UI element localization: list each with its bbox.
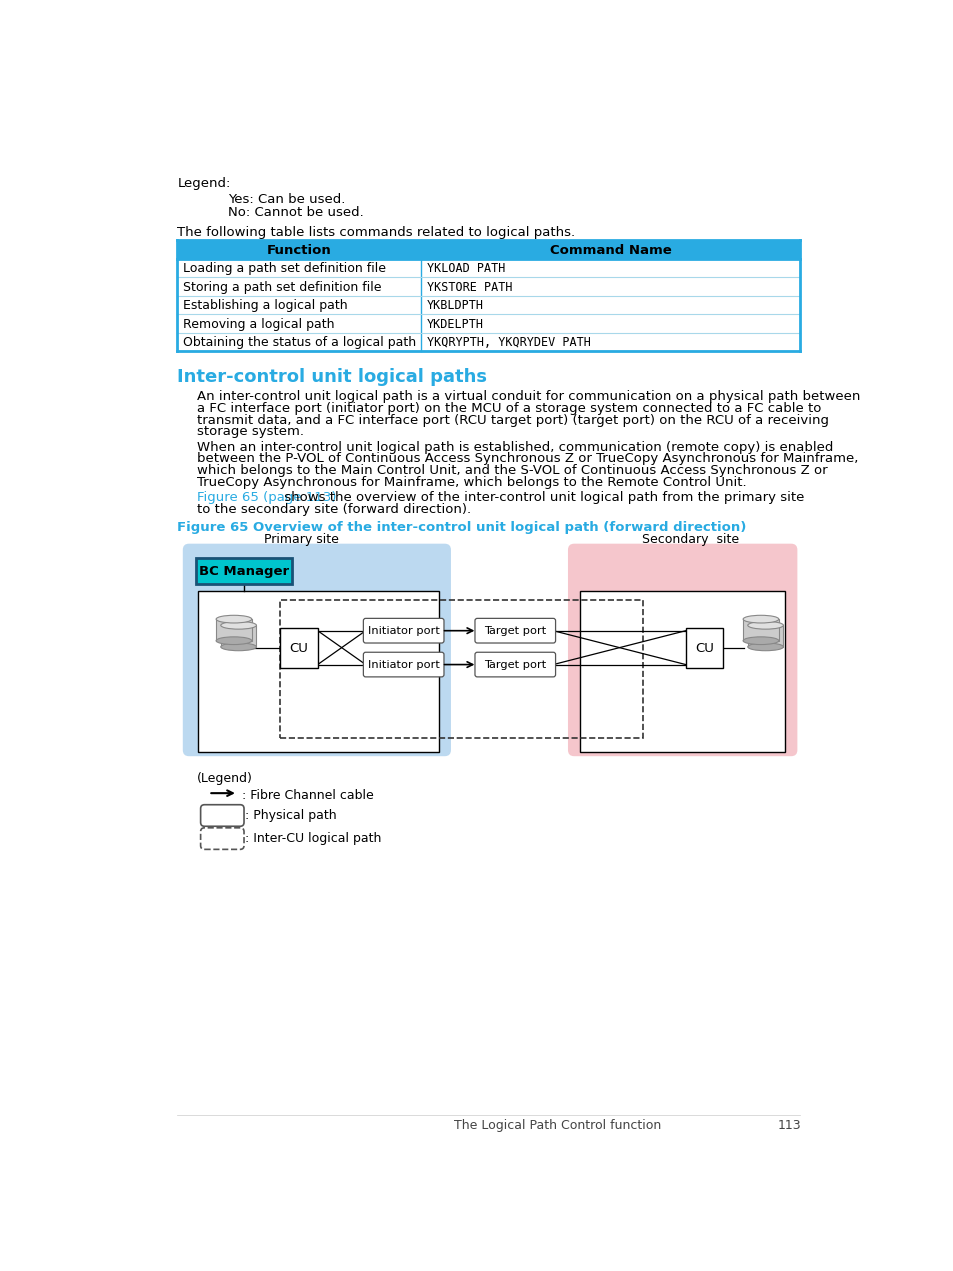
Ellipse shape <box>747 643 782 651</box>
Text: Target port: Target port <box>483 660 546 670</box>
FancyBboxPatch shape <box>200 805 244 826</box>
Text: (Legend): (Legend) <box>196 771 253 784</box>
Text: The following table lists commands related to logical paths.: The following table lists commands relat… <box>177 226 575 239</box>
Text: Command Name: Command Name <box>549 244 671 257</box>
Text: Figure 65 (page 113): Figure 65 (page 113) <box>196 492 335 505</box>
Text: Figure 65 Overview of the inter-control unit logical path (forward direction): Figure 65 Overview of the inter-control … <box>177 521 746 534</box>
Text: CU: CU <box>290 642 308 655</box>
FancyBboxPatch shape <box>183 544 451 756</box>
Text: Secondary  site: Secondary site <box>641 533 739 547</box>
Text: TrueCopy Asynchronous for Mainframe, which belongs to the Remote Control Unit.: TrueCopy Asynchronous for Mainframe, whi… <box>196 477 745 489</box>
Text: to the secondary site (forward direction).: to the secondary site (forward direction… <box>196 503 471 516</box>
Text: shows the overview of the inter-control unit logical path from the primary site: shows the overview of the inter-control … <box>279 492 803 505</box>
Text: Storing a path set definition file: Storing a path set definition file <box>183 281 381 294</box>
Text: : Fibre Channel cable: : Fibre Channel cable <box>241 788 373 802</box>
Ellipse shape <box>216 637 252 644</box>
Text: Yes: Can be used.: Yes: Can be used. <box>228 193 345 206</box>
Text: Loading a path set definition file: Loading a path set definition file <box>183 262 385 276</box>
Text: : Physical path: : Physical path <box>245 810 336 822</box>
FancyBboxPatch shape <box>475 652 555 677</box>
Text: : Inter-CU logical path: : Inter-CU logical path <box>245 833 381 845</box>
Ellipse shape <box>742 615 778 623</box>
Text: YKDELPTH: YKDELPTH <box>427 318 483 330</box>
Bar <box>742 619 778 641</box>
Text: Establishing a logical path: Establishing a logical path <box>183 299 347 313</box>
Bar <box>177 240 799 259</box>
Text: The Logical Path Control function: The Logical Path Control function <box>454 1118 661 1132</box>
Ellipse shape <box>742 637 778 644</box>
Bar <box>747 625 782 647</box>
Bar <box>220 625 256 647</box>
Text: storage system.: storage system. <box>196 426 303 438</box>
Bar <box>280 628 317 667</box>
Text: Legend:: Legend: <box>177 177 231 191</box>
Ellipse shape <box>220 622 256 629</box>
Text: Initiator port: Initiator port <box>367 660 439 670</box>
FancyBboxPatch shape <box>567 544 797 756</box>
Text: between the P-VOL of Continuous Access Synchronous Z or TrueCopy Asynchronous fo: between the P-VOL of Continuous Access S… <box>196 452 858 465</box>
Text: Obtaining the status of a logical path: Obtaining the status of a logical path <box>183 337 416 350</box>
Text: 113: 113 <box>777 1118 801 1132</box>
Text: An inter-control unit logical path is a virtual conduit for communication on a p: An inter-control unit logical path is a … <box>196 390 860 403</box>
Ellipse shape <box>747 622 782 629</box>
Text: which belongs to the Main Control Unit, and the S-VOL of Continuous Access Synch: which belongs to the Main Control Unit, … <box>196 464 826 478</box>
Text: YKLOAD PATH: YKLOAD PATH <box>427 262 505 276</box>
Bar <box>685 628 722 667</box>
Text: CU: CU <box>694 642 713 655</box>
FancyBboxPatch shape <box>200 827 244 849</box>
Text: YKSTORE PATH: YKSTORE PATH <box>427 281 512 294</box>
Text: No: Cannot be used.: No: Cannot be used. <box>228 206 363 220</box>
Text: YKBLDPTH: YKBLDPTH <box>427 299 483 313</box>
Text: transmit data, and a FC interface port (RCU target port) (target port) on the RC: transmit data, and a FC interface port (… <box>196 413 828 427</box>
Text: When an inter-control unit logical path is established, communication (remote co: When an inter-control unit logical path … <box>196 441 832 454</box>
FancyBboxPatch shape <box>475 619 555 643</box>
Text: Function: Function <box>267 244 332 257</box>
Text: Initiator port: Initiator port <box>367 627 439 636</box>
FancyBboxPatch shape <box>195 558 292 583</box>
Bar <box>198 591 438 752</box>
Text: Inter-control unit logical paths: Inter-control unit logical paths <box>177 369 487 386</box>
Bar <box>216 619 252 641</box>
Ellipse shape <box>220 643 256 651</box>
Bar <box>579 591 784 752</box>
Ellipse shape <box>216 615 252 623</box>
Text: Primary site: Primary site <box>264 533 338 547</box>
Text: BC Manager: BC Manager <box>199 564 289 578</box>
Text: Target port: Target port <box>483 627 546 636</box>
Text: a FC interface port (initiator port) on the MCU of a storage system connected to: a FC interface port (initiator port) on … <box>196 402 821 414</box>
FancyBboxPatch shape <box>363 652 443 677</box>
FancyBboxPatch shape <box>363 619 443 643</box>
Bar <box>280 600 642 738</box>
Text: Removing a logical path: Removing a logical path <box>183 318 334 330</box>
Text: YKQRYPTH, YKQRYDEV PATH: YKQRYPTH, YKQRYDEV PATH <box>427 337 590 350</box>
